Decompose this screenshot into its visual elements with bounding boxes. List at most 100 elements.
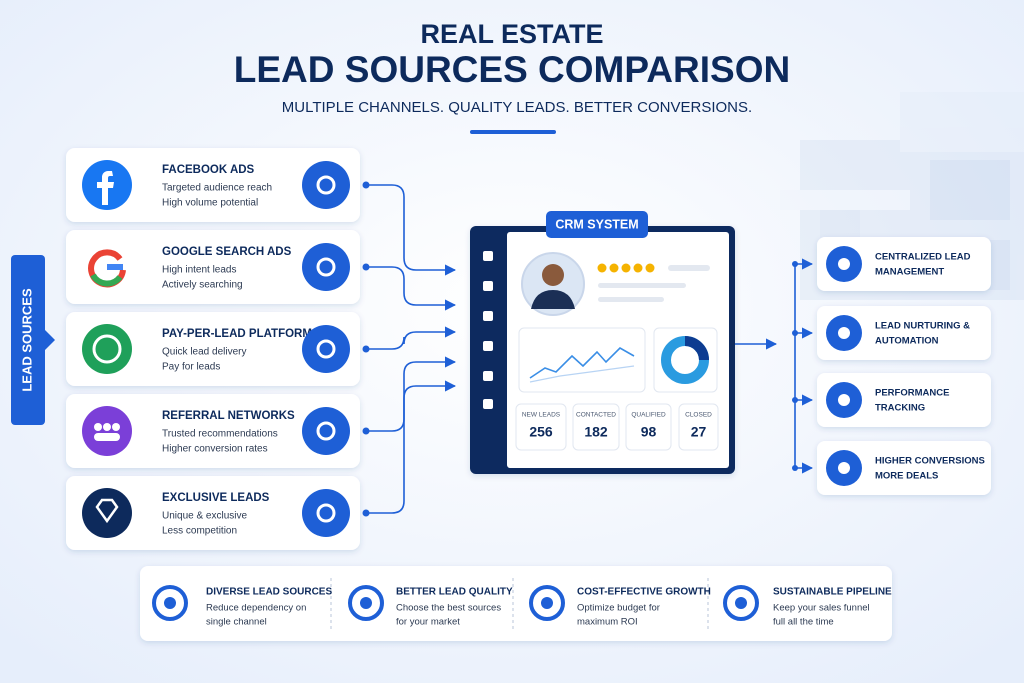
title-line2: LEAD SOURCES COMPARISON [234,49,790,90]
crm-nav-icon [483,341,493,351]
crm-bar [668,265,710,271]
outcome-label: HIGHER CONVERSIONS [875,456,985,467]
outcome-label: MORE DEALS [875,471,938,482]
source-icon-glyph [316,421,336,441]
outcome-label: MANAGEMENT [875,267,944,278]
crm-bar [598,297,664,302]
logo-glyph [94,433,120,441]
outcome-label: LEAD NURTURING & [875,321,970,332]
connector [366,266,457,311]
source-icon-glyph [316,503,336,523]
source-icon [302,161,350,209]
source-title: EXCLUSIVE LEADS [162,492,270,504]
source-desc: Actively searching [162,280,243,291]
source-icon [302,407,350,455]
source-icon [302,325,350,373]
source-icon-glyph [316,175,336,195]
crm-nav-icon [483,371,493,381]
logo-glyph [97,171,114,205]
crm-stat-box [572,403,620,451]
crm-avatar-head [542,264,564,286]
outcome-icon-glyph [838,394,850,406]
crm-star [645,263,655,273]
subtitle: MULTIPLE CHANNELS. QUALITY LEADS. BETTER… [282,99,752,116]
crm-star [609,263,619,273]
crm-stat-box [515,403,567,451]
crm-chart-line [529,347,635,379]
connector [366,380,457,514]
source-title: FACEBOOK ADS [162,164,255,176]
source-desc: High volume potential [162,198,258,209]
crm-avatar-body [531,290,575,309]
crm-stat-box [678,403,719,451]
logo-glyph [90,273,123,287]
source-desc: Trusted recommendations [162,429,278,440]
outcome-icon-glyph [838,327,850,339]
title-line1: REAL ESTATE [420,19,603,49]
benefit-desc: single channel [206,617,267,628]
benefit-icon-core [164,597,176,609]
crm-stat-label: NEW LEADS [522,412,561,419]
benefit-desc: Keep your sales funnel [773,603,870,614]
source-card [66,312,360,386]
crm-star [597,263,607,273]
source-title: PAY-PER-LEAD PLATFORMS [162,328,320,340]
benefit-desc: Optimize budget for [577,603,660,614]
crm-nav-icon [483,399,493,409]
outcome-dot [792,330,798,336]
crm-stat-label: QUALIFIED [631,412,666,419]
outcome-label: TRACKING [875,403,925,414]
logo-glyph [95,498,119,524]
crm-title-pill [546,211,648,238]
benefit-icon [723,585,759,621]
crm-chart-box [518,327,646,393]
benefit-desc: maximum ROI [577,617,638,628]
source-card [66,148,360,222]
crm-donut-seg [684,336,709,361]
crm-chart-line2 [529,365,635,383]
benefit-icon-core [360,597,372,609]
benefit-icon [348,585,384,621]
source-logo [82,488,132,538]
source-card [66,394,360,468]
source-desc: Higher conversion rates [162,444,268,455]
crm-stat-value: 182 [584,424,608,440]
crm-star [633,263,643,273]
benefit-icon [529,585,565,621]
benefit-icon-core [541,597,553,609]
outcome-dot [792,261,798,267]
outcome-card [817,441,991,495]
source-icon [302,243,350,291]
crm-nav-icon [483,251,493,261]
title-underline [470,130,556,134]
benefit-desc: Reduce dependency on [206,603,306,614]
benefit-desc: for your market [396,617,460,628]
benefit-title: COST-EFFECTIVE GROWTH [577,587,711,598]
source-title: GOOGLE SEARCH ADS [162,246,292,258]
benefit-desc: full all the time [773,617,834,628]
benefits-bar [140,566,892,641]
logo-glyph [92,334,122,364]
crm-stat-label: CLOSED [685,412,712,419]
logo-glyph [103,423,111,431]
source-desc: Unique & exclusive [162,511,247,522]
source-desc: Quick lead delivery [162,347,246,358]
source-desc: High intent leads [162,265,237,276]
outcome-icon-glyph [838,258,850,270]
side-tab [11,255,45,425]
benefit-icon [152,585,188,621]
source-icon [302,489,350,537]
crm-stat-value: 27 [691,424,707,440]
crm-stat-value: 256 [529,424,553,440]
crm-stat-box [625,403,672,451]
benefit-desc: Choose the best sources [396,603,501,614]
source-desc: Targeted audience reach [162,183,272,194]
source-desc: Less competition [162,526,237,537]
outcome-dot [792,465,798,471]
side-tab-pointer [45,330,55,350]
logo-glyph [112,423,120,431]
connector [366,184,457,276]
outcome-card [817,237,991,291]
